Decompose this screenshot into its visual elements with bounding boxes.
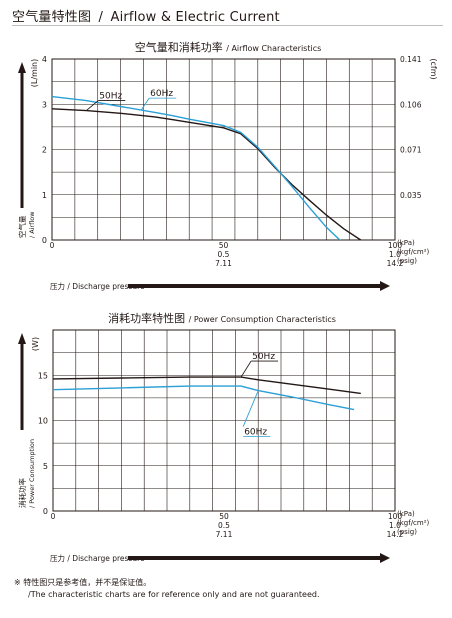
annotation-leader [86, 100, 99, 111]
power-chart: 消耗功率特性图 / Power Consumption Characterist… [17, 311, 430, 563]
y-axis-arrowhead [18, 62, 26, 73]
x-unit-label: (psig) [397, 528, 417, 536]
x-tick-label: 50 [219, 512, 229, 521]
series-label-60hz: 60Hz [244, 428, 267, 438]
chart-title: 消耗功率特性图 / Power Consumption Characterist… [108, 311, 336, 325]
x-tick-label: 100 [388, 241, 403, 250]
y-tick-label: 5 [43, 462, 48, 471]
x-axis-label: 压力 / Discharge pressure [50, 553, 145, 563]
chart-title-cn: 空气量和消耗功率 [135, 40, 227, 54]
x-tick-label: 1.0 [389, 250, 401, 259]
page-title: 空气量特性图 / Airflow & Electric Current [12, 6, 280, 25]
x-unit-label: (kgf/cm²) [397, 248, 430, 256]
footnote-cn: ※ 特性图只是参考值，并不是保证值。 [14, 578, 152, 587]
grid-lines [52, 329, 396, 512]
y-axis-arrowhead [18, 333, 26, 344]
y-tick-label: 1 [42, 191, 47, 200]
y-tick-label: 3 [42, 100, 47, 109]
series-line-60hz [53, 385, 355, 411]
annotation-leader [140, 97, 150, 111]
x-axis-arrow-shaft [128, 556, 382, 560]
x-unit-label: (kPa) [397, 239, 415, 247]
series-line-50hz [52, 108, 362, 240]
chart-title: 空气量和消耗功率 / Airflow Characteristics [135, 40, 322, 54]
y-axis-side-label: 空气量/ Airflow [17, 211, 36, 238]
title-divider [12, 25, 443, 26]
plot-frame [52, 329, 396, 512]
page-title-separator: / [98, 10, 104, 25]
y-axis-unit-left: (W) [31, 337, 40, 351]
grid-lines [51, 58, 396, 241]
page-title-en: Airflow & Electric Current [110, 10, 280, 25]
page-title-cn: 空气量特性图 [12, 10, 92, 25]
x-tick-label: 0.5 [218, 521, 230, 530]
x-tick-label: 100 [388, 512, 403, 521]
y-tick-label: 10 [38, 417, 48, 426]
x-tick-label: 14.2 [387, 259, 404, 268]
y-axis-unit-right: (cfm) [429, 58, 438, 79]
x-unit-label: (psig) [397, 257, 417, 265]
y-axis-side-label: 消耗功率/ Power Consumption [17, 439, 36, 508]
y-tick-label: 15 [38, 371, 48, 380]
series-label-60hz: 60Hz [150, 89, 173, 99]
series-label-50hz: 50Hz [99, 92, 122, 102]
y-axis-side-label-cn: 消耗功率 [17, 478, 27, 508]
x-tick-label: 50 [219, 241, 229, 250]
x-tick-label: 14.2 [387, 530, 404, 539]
series-label-50hz: 50Hz [252, 352, 275, 362]
y-right-tick-label: 0.141 [400, 55, 422, 64]
chart-title-en: / Airflow Characteristics [226, 44, 321, 53]
x-unit-label: (kgf/cm²) [397, 519, 430, 527]
x-axis-arrowhead [380, 553, 390, 563]
x-axis-label: 压力 / Discharge pressure [50, 281, 145, 291]
x-tick-label: 7.11 [216, 530, 233, 539]
chart-title-en: / Power Consumption Characteristics [189, 315, 336, 324]
annotation-leader [240, 360, 252, 378]
x-tick-label: 1.0 [389, 521, 401, 530]
x-unit-label: (kPa) [397, 510, 415, 518]
chart-title-cn: 消耗功率特性图 [108, 311, 189, 325]
y-axis-unit-left: (L/min) [30, 59, 39, 87]
x-axis-arrow-shaft [128, 284, 382, 288]
x-tick-label: 0 [51, 512, 56, 521]
y-tick-label: 2 [42, 146, 47, 155]
footnote-en: /The characteristic charts are for refer… [28, 590, 320, 599]
y-right-tick-label: 0.106 [400, 100, 422, 109]
y-axis-side-label-cn: 空气量 [17, 215, 27, 238]
series-line-60hz [52, 95, 341, 240]
x-tick-label: 7.11 [215, 259, 232, 268]
y-tick-label: 4 [42, 55, 47, 64]
x-tick-label: 0 [50, 241, 55, 250]
y-right-tick-label: 0.071 [400, 146, 422, 155]
y-axis-side-label-en: / Airflow [28, 211, 36, 238]
y-tick-label: 0 [42, 236, 47, 245]
y-axis-side-label-en: / Power Consumption [28, 439, 36, 508]
x-tick-label: 0.5 [218, 250, 230, 259]
plot-frame [51, 58, 396, 241]
series-line-50hz [53, 376, 361, 395]
y-tick-label: 0 [43, 507, 48, 516]
y-right-tick-label: 0.035 [400, 191, 422, 200]
footnote: ※ 特性图只是参考值，并不是保证值。 /The characteristic c… [14, 577, 320, 601]
airflow-chart: 空气量和消耗功率 / Airflow Characteristics 0 1 2 3 4 0… [17, 40, 438, 291]
annotation-leader [242, 390, 259, 427]
x-axis-arrowhead [380, 281, 390, 291]
